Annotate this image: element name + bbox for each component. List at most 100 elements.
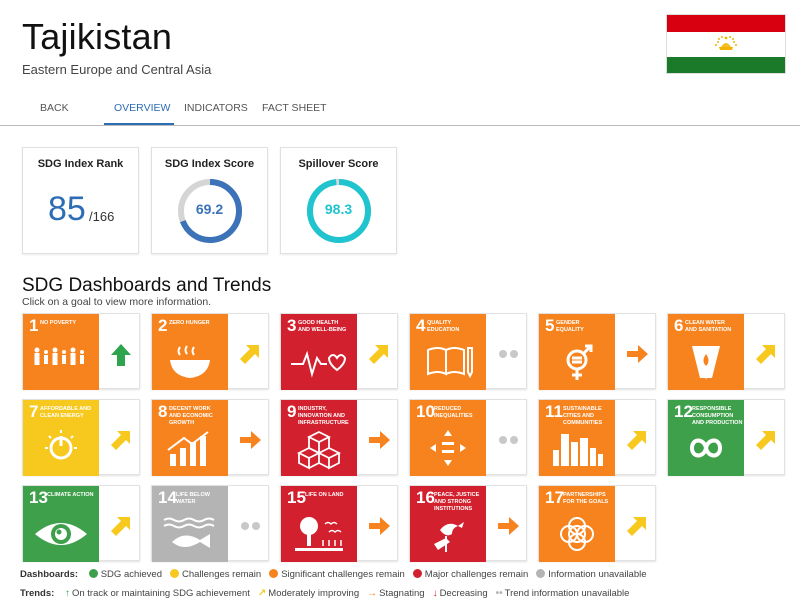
goal-number: 6 — [674, 316, 684, 335]
sdg-goal-tile-8[interactable]: 8 DECENT WORK AND ECONOMIC GROWTH — [151, 399, 269, 476]
goal-label: GENDER EQUALITY — [556, 320, 584, 333]
sdg-goal-tile-14[interactable]: 14 LIFE BELOW WATER — [151, 485, 269, 562]
sdg-goal-tile-13[interactable]: 13 CLIMATE ACTION — [22, 485, 140, 562]
tab-back[interactable]: BACK — [40, 102, 69, 114]
sdg-goal-tile-3[interactable]: 3 GOOD HEALTH AND WELL-BEING — [280, 313, 398, 390]
trend-unavailable-icon — [241, 522, 260, 530]
trend-arrow-icon: •• — [495, 588, 503, 599]
goal-number: 17 — [545, 488, 564, 507]
goal-label: PEACE, JUSTICE AND STRONG INSTITUTIONS — [434, 492, 480, 512]
dashboards-legend: Dashboards: SDG achieved Challenges remai… — [20, 569, 647, 580]
tab-fact-sheet[interactable]: FACT SHEET — [262, 102, 327, 114]
dashboards-legend-label: Dashboards: — [20, 569, 79, 580]
tab-indicators[interactable]: INDICATORS — [184, 102, 248, 114]
cubes-icon — [296, 430, 342, 470]
sdg-goal-tile-7[interactable]: 7 AFFORDABLE AND CLEAN ENERGY — [22, 399, 140, 476]
sdg-goal-tile-5[interactable]: 5 GENDER EQUALITY — [538, 313, 656, 390]
score-gauge — [178, 179, 242, 243]
goal-label: INDUSTRY, INNOVATION AND INFRASTRUCTURE — [298, 406, 349, 426]
sdg-goal-tile-15[interactable]: 15 LIFE ON LAND — [280, 485, 398, 562]
sdg-goal-square: 3 GOOD HEALTH AND WELL-BEING — [281, 314, 357, 390]
legend-dot-icon — [412, 569, 422, 578]
sdg-goal-tile-6[interactable]: 6 CLEAN WATER AND SANITATION — [667, 313, 785, 390]
dashboard-legend-item: Challenges remain — [162, 569, 261, 580]
sdg-goal-square: 13 CLIMATE ACTION — [23, 486, 99, 562]
infinity-icon — [689, 438, 723, 458]
goal-label: CLEAN WATER AND SANITATION — [685, 320, 732, 333]
water-icon — [692, 346, 720, 380]
sdg-index-score-card: SDG Index Score 69.2 — [151, 147, 268, 254]
trend-stagnating-arrow-icon — [627, 345, 648, 363]
goal-number: 4 — [416, 316, 426, 335]
trend-unavailable-icon — [499, 436, 518, 444]
trend-arrow-icon: → — [367, 588, 378, 599]
sdg-goal-square: 5 GENDER EQUALITY — [539, 314, 615, 390]
book-icon — [427, 347, 473, 379]
goal-number: 12 — [674, 402, 693, 421]
legend-dot-icon — [88, 569, 98, 578]
sdg-goal-tile-11[interactable]: 11 SUSTAINABLE CITIES AND COMMUNITIES — [538, 399, 656, 476]
legend-dot-icon — [169, 569, 179, 578]
legend-label: Major challenges remain — [424, 569, 529, 580]
sdg-goal-tile-4[interactable]: 4 QUALITY EDUCATION — [409, 313, 527, 390]
sdg-goal-tile-9[interactable]: 9 INDUSTRY, INNOVATION AND INFRASTRUCTURE — [280, 399, 398, 476]
rank-total: /166 — [89, 209, 115, 224]
trend-legend-item: •• Trend information unavailable — [488, 588, 630, 599]
sdg-goal-square: 4 QUALITY EDUCATION — [410, 314, 486, 390]
tab-overview[interactable]: OVERVIEW — [114, 102, 171, 114]
goal-number: 5 — [545, 316, 555, 335]
fish-icon — [163, 517, 215, 548]
sdg-goal-tile-16[interactable]: 16 PEACE, JUSTICE AND STRONG INSTITUTIONS — [409, 485, 527, 562]
rings-icon — [560, 517, 594, 551]
goal-label: GOOD HEALTH AND WELL-BEING — [298, 320, 347, 333]
goal-number: 7 — [29, 402, 39, 421]
trend-arrow-icon: ↓ — [432, 588, 438, 599]
region-subtitle: Eastern Europe and Central Asia — [22, 62, 212, 77]
trend-moderate-arrow-icon — [756, 431, 775, 450]
sdg-goal-tile-12[interactable]: 12 RESPONSIBLE CONSUMPTION AND PRODUCTION — [667, 399, 785, 476]
trend-stagnating-arrow-icon — [240, 431, 261, 449]
sdg-goal-square: 11 SUSTAINABLE CITIES AND COMMUNITIES — [539, 400, 615, 476]
rank-value: 85 — [48, 190, 86, 228]
goal-label: LIFE BELOW WATER — [176, 492, 210, 505]
legend-label: Moderately improving — [268, 588, 360, 599]
eye-globe-icon — [35, 523, 87, 545]
sdg-goal-square: 17 PARTNERSHIPS FOR THE GOALS — [539, 486, 615, 562]
dashboards-subtitle: Click on a goal to view more information… — [22, 296, 212, 308]
dove-icon — [434, 522, 464, 552]
trend-moderate-arrow-icon — [111, 517, 130, 536]
power-icon — [45, 430, 77, 460]
legend-label: Information unavailable — [548, 569, 647, 580]
dashboards-title: SDG Dashboards and Trends — [22, 275, 272, 296]
goal-label: REDUCED INEQUALITIES — [434, 406, 473, 419]
trend-legend-item: ↗ Moderately improving — [250, 588, 359, 599]
legend-label: Stagnating — [379, 588, 425, 599]
goal-number: 14 — [158, 488, 177, 507]
sdg-goal-square: 1 NO POVERTY — [23, 314, 99, 390]
sdg-goal-square: 14 LIFE BELOW WATER — [152, 486, 228, 562]
trend-stagnating-arrow-icon — [369, 517, 390, 535]
trend-legend-item: → Stagnating — [359, 588, 424, 599]
trend-legend-item: ↓ Decreasing — [425, 588, 488, 599]
spillover-value: 98.3 — [324, 201, 353, 217]
trend-legend-item: ↑ On track or maintaining SDG achievement — [57, 588, 250, 599]
trend-moderate-arrow-icon — [111, 431, 130, 450]
tree-icon — [295, 517, 343, 551]
sdg-goal-square: 16 PEACE, JUSTICE AND STRONG INSTITUTIONS — [410, 486, 486, 562]
goal-number: 10 — [416, 402, 435, 421]
sdg-goal-square: 12 RESPONSIBLE CONSUMPTION AND PRODUCTION — [668, 400, 744, 476]
gender-icon — [566, 344, 593, 380]
sdg-goal-tile-17[interactable]: 17 PARTNERSHIPS FOR THE GOALS — [538, 485, 656, 562]
active-tab-indicator — [104, 123, 174, 125]
goal-number: 9 — [287, 402, 297, 421]
goal-label: DECENT WORK AND ECONOMIC GROWTH — [169, 406, 213, 426]
bowl-icon — [170, 345, 210, 378]
dashboard-legend-item: Significant challenges remain — [261, 569, 405, 580]
goal-label: QUALITY EDUCATION — [427, 320, 460, 333]
sdg-goal-tile-10[interactable]: 10 REDUCED INEQUALITIES — [409, 399, 527, 476]
sdg-goal-tile-2[interactable]: 2 ZERO HUNGER — [151, 313, 269, 390]
sdg-goal-tile-1[interactable]: 1 NO POVERTY — [22, 313, 140, 390]
dashboard-legend-item: Major challenges remain — [405, 569, 529, 580]
legend-label: SDG achieved — [100, 569, 162, 580]
legend-label: Trend information unavailable — [504, 588, 630, 599]
